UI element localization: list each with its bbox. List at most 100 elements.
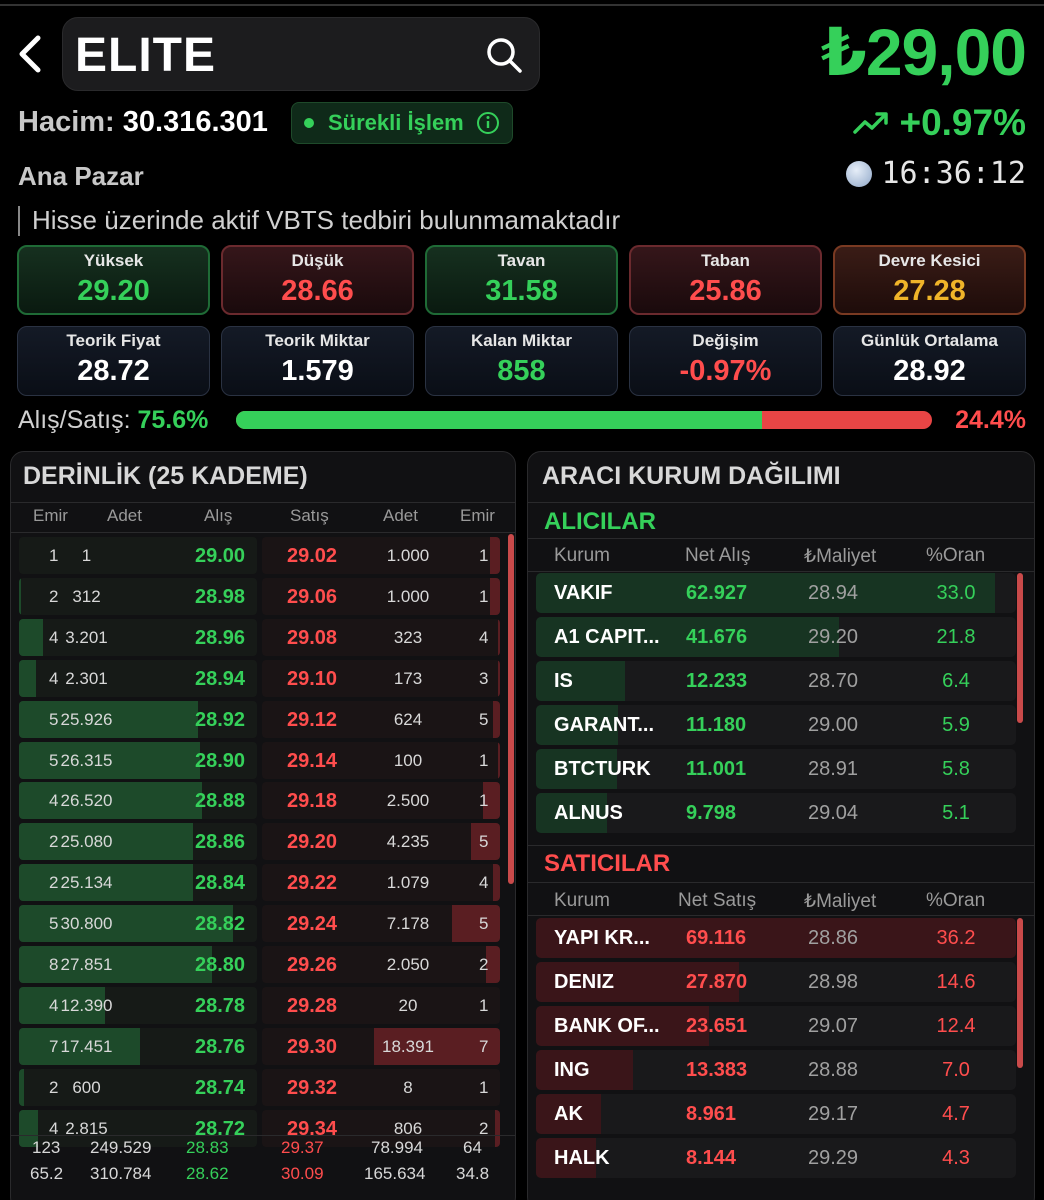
ask-price: 29.22 bbox=[287, 872, 338, 895]
stat-label: Yüksek bbox=[83, 251, 144, 270]
bid-qty: 2.301 bbox=[65, 668, 108, 688]
ask-side bbox=[262, 700, 500, 738]
ask-price: 29.30 bbox=[287, 1035, 338, 1058]
stat-label: Kalan Miktar bbox=[470, 331, 573, 350]
depth-row[interactable]: 4 2.815 28.72 29.34 806 2 bbox=[19, 1109, 509, 1147]
seller-row[interactable]: DENIZ 27.870 28.98 14.6 bbox=[536, 962, 1016, 1002]
depth-row[interactable]: 5 30.800 28.82 29.24 7.178 5 bbox=[19, 905, 509, 943]
broker-net: 8.961 bbox=[686, 1103, 737, 1125]
divider bbox=[528, 882, 1034, 883]
broker-share: 4.7 bbox=[942, 1103, 970, 1125]
broker-net: 27.870 bbox=[686, 971, 748, 993]
ask-orders: 1 bbox=[479, 750, 489, 770]
depth-row[interactable]: 2 25.080 28.86 29.20 4.235 5 bbox=[19, 823, 509, 861]
depth-header-row: Emir Adet Alış Satış Adet Emir bbox=[11, 506, 515, 530]
buyer-row[interactable]: IS 12.233 28.70 6.4 bbox=[536, 661, 1016, 701]
seller-row[interactable]: BANK OF... 23.651 29.07 12.4 bbox=[536, 1006, 1016, 1046]
last-price: ₺29,00 bbox=[820, 15, 1027, 89]
bid-depth-fill bbox=[19, 782, 203, 820]
share-fill bbox=[536, 793, 607, 833]
symbol-text: ELITE bbox=[75, 29, 217, 82]
seller-row[interactable]: YAPI KR... 69.116 28.86 36.2 bbox=[536, 918, 1016, 958]
bid-price: 28.94 bbox=[195, 667, 246, 690]
info-icon[interactable] bbox=[476, 111, 500, 135]
ask-side bbox=[262, 1109, 500, 1147]
bid-price: 28.78 bbox=[195, 994, 246, 1017]
depth-row[interactable]: 8 27.851 28.80 29.26 2.050 2 bbox=[19, 946, 509, 983]
bid-qty: 27.851 bbox=[60, 955, 113, 974]
depth-row[interactable]: 5 26.315 28.90 29.14 100 1 bbox=[19, 741, 509, 779]
share-fill bbox=[536, 1138, 596, 1178]
broker-cost: 29.04 bbox=[808, 802, 859, 824]
depth-panel: DERİNLİK (25 KADEME) Emir Adet Alış Satı… bbox=[10, 451, 516, 1200]
buyers-scrollbar[interactable] bbox=[1017, 573, 1023, 723]
ask-orders: 1 bbox=[479, 586, 489, 606]
bid-orders: 2 bbox=[49, 1077, 59, 1097]
buyer-row[interactable]: GARANT... 11.180 29.00 5.9 bbox=[536, 705, 1016, 745]
ask-depth-fill bbox=[492, 700, 500, 738]
search-icon[interactable] bbox=[485, 36, 523, 74]
trend-up-icon bbox=[853, 112, 889, 134]
back-button[interactable] bbox=[14, 34, 48, 74]
ask-depth-fill bbox=[497, 618, 500, 656]
sum-sell-qty: 78.994 bbox=[371, 1138, 423, 1157]
ask-qty: 20 bbox=[398, 995, 418, 1015]
session-status-badge[interactable]: Sürekli İşlem bbox=[291, 102, 513, 144]
broker-name: HALK bbox=[554, 1147, 610, 1169]
ask-side bbox=[262, 741, 500, 779]
bid-depth-fill bbox=[19, 700, 198, 738]
ask-side bbox=[262, 864, 500, 902]
depth-row[interactable]: 2 600 28.74 29.32 8 1 bbox=[19, 1068, 509, 1106]
share-fill bbox=[536, 749, 617, 789]
ask-qty: 18.391 bbox=[382, 1036, 434, 1056]
col-ask: Satış bbox=[290, 506, 329, 525]
avg-buy-orders: 65.2 bbox=[30, 1164, 64, 1183]
col-net-buy: Net Alış bbox=[685, 545, 751, 566]
depth-row[interactable]: 1 1 29.00 29.02 1.000 1 bbox=[19, 537, 509, 574]
bid-orders: 1 bbox=[49, 546, 59, 565]
sum-buy-qty: 249.529 bbox=[90, 1138, 152, 1157]
broker-cost: 28.91 bbox=[808, 758, 859, 780]
depth-scrollbar[interactable] bbox=[508, 534, 514, 884]
depth-row[interactable]: 7 17.451 28.76 29.30 18.391 7 bbox=[19, 1027, 509, 1065]
buyer-row[interactable]: VAKIF 62.927 28.94 33.0 bbox=[536, 573, 1016, 613]
depth-row[interactable]: 5 25.926 28.92 29.12 624 5 bbox=[19, 700, 509, 738]
ask-side bbox=[262, 986, 500, 1024]
bid-qty: 600 bbox=[72, 1077, 101, 1097]
buyer-row[interactable]: A1 CAPIT... 41.676 29.20 21.8 bbox=[536, 617, 1016, 657]
broker-net: 9.798 bbox=[686, 802, 737, 824]
symbol-search-box[interactable]: ELITE bbox=[62, 17, 540, 91]
ask-orders: 2 bbox=[479, 955, 489, 974]
broker-name: BANK OF... bbox=[554, 1015, 660, 1037]
depth-row[interactable]: 4 2.301 28.94 29.10 173 3 bbox=[19, 659, 509, 697]
depth-row[interactable]: 4 26.520 28.88 29.18 2.500 1 bbox=[19, 782, 509, 820]
seller-row[interactable]: HALK 8.144 29.29 4.3 bbox=[536, 1138, 1016, 1178]
broker-cost: 28.88 bbox=[808, 1059, 859, 1081]
ask-side bbox=[262, 1027, 500, 1065]
bid-side bbox=[19, 618, 257, 656]
sellers-scrollbar[interactable] bbox=[1017, 918, 1023, 1068]
col-share: %Oran bbox=[926, 545, 986, 566]
share-fill bbox=[536, 617, 840, 657]
depth-row[interactable]: 2 25.134 28.84 29.22 1.079 4 bbox=[19, 864, 509, 902]
depth-row[interactable]: 2 312 28.98 29.06 1.000 1 bbox=[19, 577, 509, 615]
broker-net: 11.001 bbox=[686, 758, 747, 780]
buyer-row[interactable]: BTCTURK 11.001 28.91 5.8 bbox=[536, 749, 1016, 789]
depth-row[interactable]: 4 3.201 28.96 29.08 323 4 bbox=[19, 618, 509, 656]
col-sell-qty: Adet bbox=[383, 506, 418, 525]
buyer-row[interactable]: ALNUS 9.798 29.04 5.1 bbox=[536, 793, 1016, 833]
share-fill bbox=[536, 962, 740, 1002]
bid-side bbox=[19, 577, 257, 615]
stat-label: Günlük Ortalama bbox=[861, 331, 998, 350]
ask-price: 29.34 bbox=[287, 1117, 338, 1140]
bid-price: 28.86 bbox=[195, 831, 246, 854]
depth-row[interactable]: 4 12.390 28.78 29.28 20 1 bbox=[19, 986, 509, 1024]
ask-qty: 2.500 bbox=[386, 791, 430, 811]
seller-row[interactable]: ING 13.383 28.88 7.0 bbox=[536, 1050, 1016, 1090]
bid-orders: 2 bbox=[49, 873, 59, 893]
ask-price: 29.20 bbox=[287, 831, 338, 854]
seller-row[interactable]: AK 8.961 29.17 4.7 bbox=[536, 1094, 1016, 1134]
bid-side bbox=[19, 986, 257, 1024]
broker-net: 13.383 bbox=[686, 1059, 748, 1081]
stat-label: Düşük bbox=[291, 251, 344, 270]
